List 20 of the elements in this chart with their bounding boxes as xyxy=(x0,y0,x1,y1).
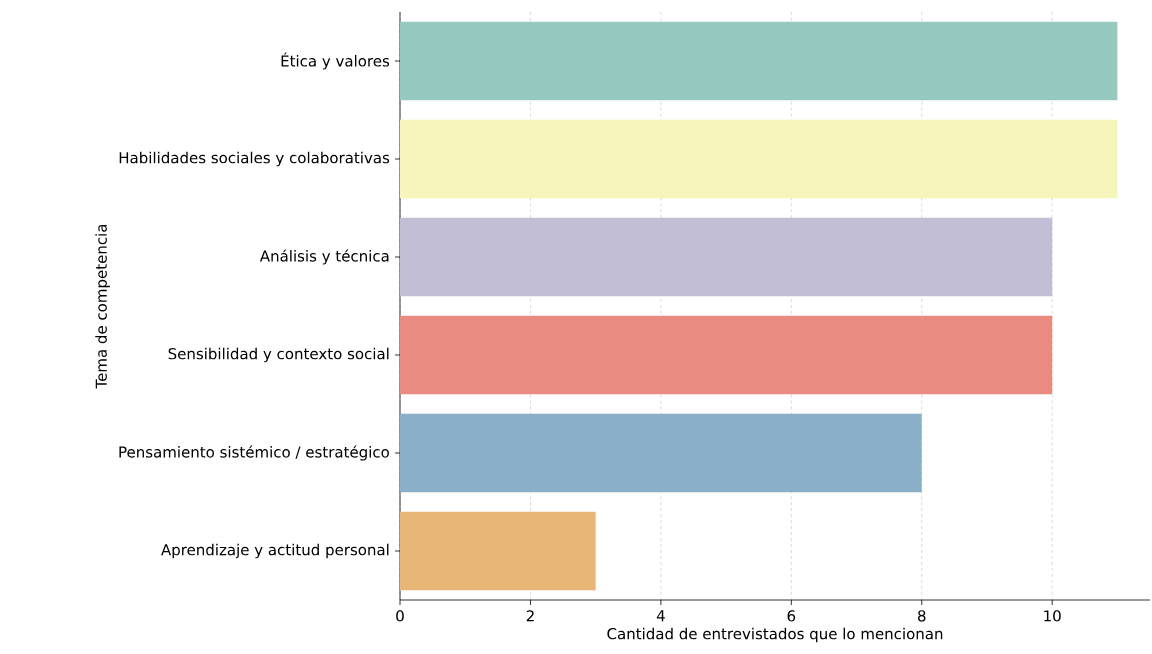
x-tick-label: 6 xyxy=(787,610,796,622)
x-axis-title: Cantidad de entrevistados que lo mencionan xyxy=(607,627,943,643)
x-tick-label: 4 xyxy=(656,610,665,622)
x-tick-label: 0 xyxy=(396,610,404,622)
bar xyxy=(400,413,922,493)
y-tick-label: Análisis y técnica xyxy=(259,249,389,265)
bar xyxy=(400,511,596,591)
y-tick-label: Pensamiento sistémico / estratégico xyxy=(119,445,389,461)
bar xyxy=(400,315,1053,395)
bar xyxy=(400,119,1118,199)
y-tick-label: Sensibilidad y contexto social xyxy=(168,347,389,363)
bar xyxy=(400,217,1053,297)
y-tick-label: Habilidades sociales y colaborativas xyxy=(119,151,390,167)
x-tick-label: 8 xyxy=(917,610,926,622)
x-tick-label: 10 xyxy=(1044,610,1061,622)
y-axis-title: Tema de competencia xyxy=(95,224,110,389)
bar xyxy=(400,21,1118,101)
y-tick-label: Ética y valores xyxy=(281,52,390,70)
y-tick-label: Aprendizaje y actitud personal xyxy=(161,543,389,559)
x-tick-label: 2 xyxy=(526,610,534,622)
